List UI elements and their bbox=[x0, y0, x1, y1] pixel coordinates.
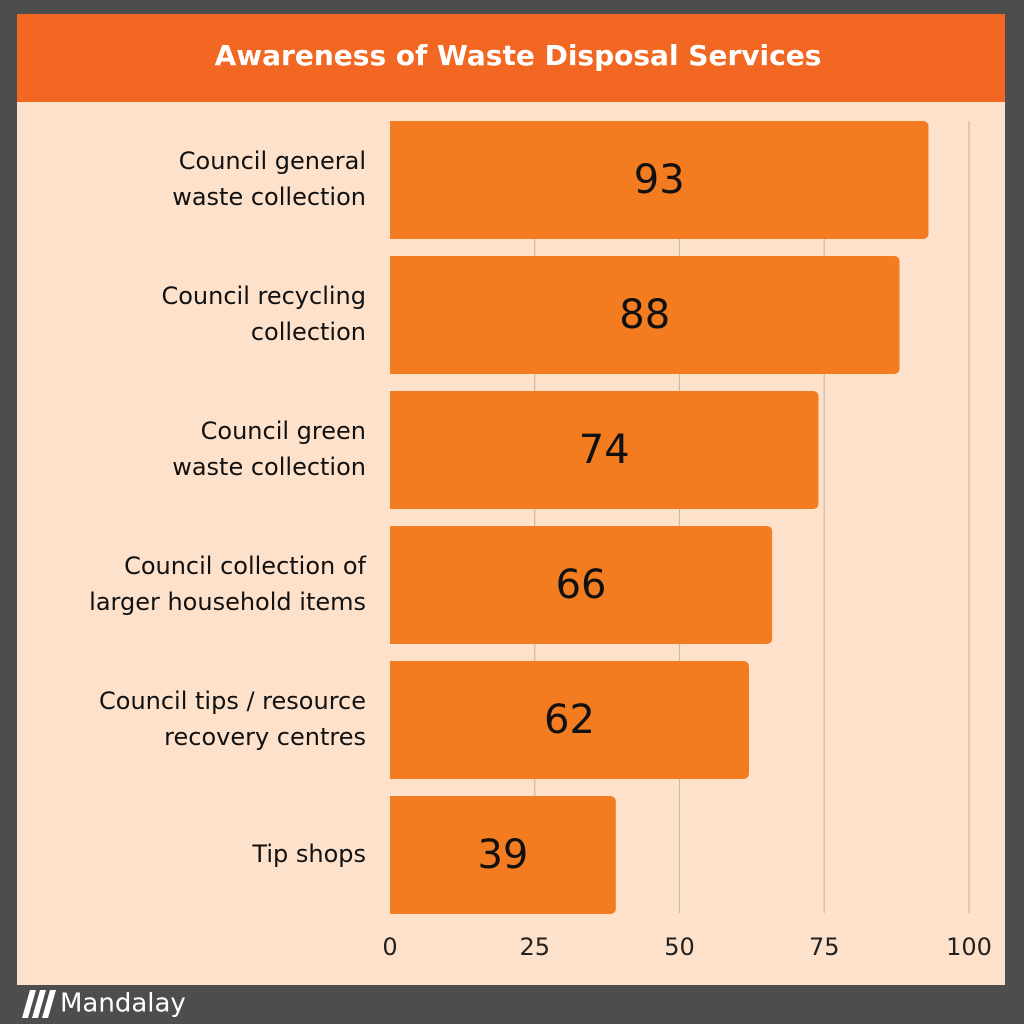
value-label: 88 bbox=[619, 292, 670, 338]
category-label: Council green waste collection bbox=[172, 417, 366, 481]
category-label: Council collection of larger household it… bbox=[89, 552, 366, 616]
x-tick-label: 25 bbox=[519, 933, 550, 961]
value-label: 39 bbox=[477, 832, 528, 878]
bar bbox=[390, 661, 749, 779]
header bbox=[17, 14, 1005, 102]
x-tick-label: 50 bbox=[664, 933, 695, 961]
x-tick-label: 0 bbox=[382, 933, 397, 961]
value-label: 66 bbox=[556, 562, 607, 608]
category-label: Council tips / resource recovery centres bbox=[99, 687, 366, 751]
bar bbox=[390, 391, 819, 509]
value-label: 93 bbox=[634, 157, 685, 203]
logo-mark bbox=[22, 990, 56, 1018]
bar bbox=[390, 526, 773, 644]
category-label: Council general waste collection bbox=[172, 147, 366, 211]
x-tick-label: 75 bbox=[809, 933, 840, 961]
chart-title: Awareness of Waste Disposal Services bbox=[215, 39, 822, 72]
category-label: Council recycling collection bbox=[161, 282, 366, 346]
bar bbox=[390, 796, 616, 914]
value-label: 62 bbox=[544, 697, 595, 743]
x-tick-label: 100 bbox=[946, 933, 992, 961]
category-label: Tip shops bbox=[251, 840, 366, 868]
bar bbox=[390, 121, 929, 239]
bar bbox=[390, 256, 900, 374]
value-label: 74 bbox=[579, 427, 630, 473]
brand: Mandalay bbox=[60, 989, 186, 1019]
